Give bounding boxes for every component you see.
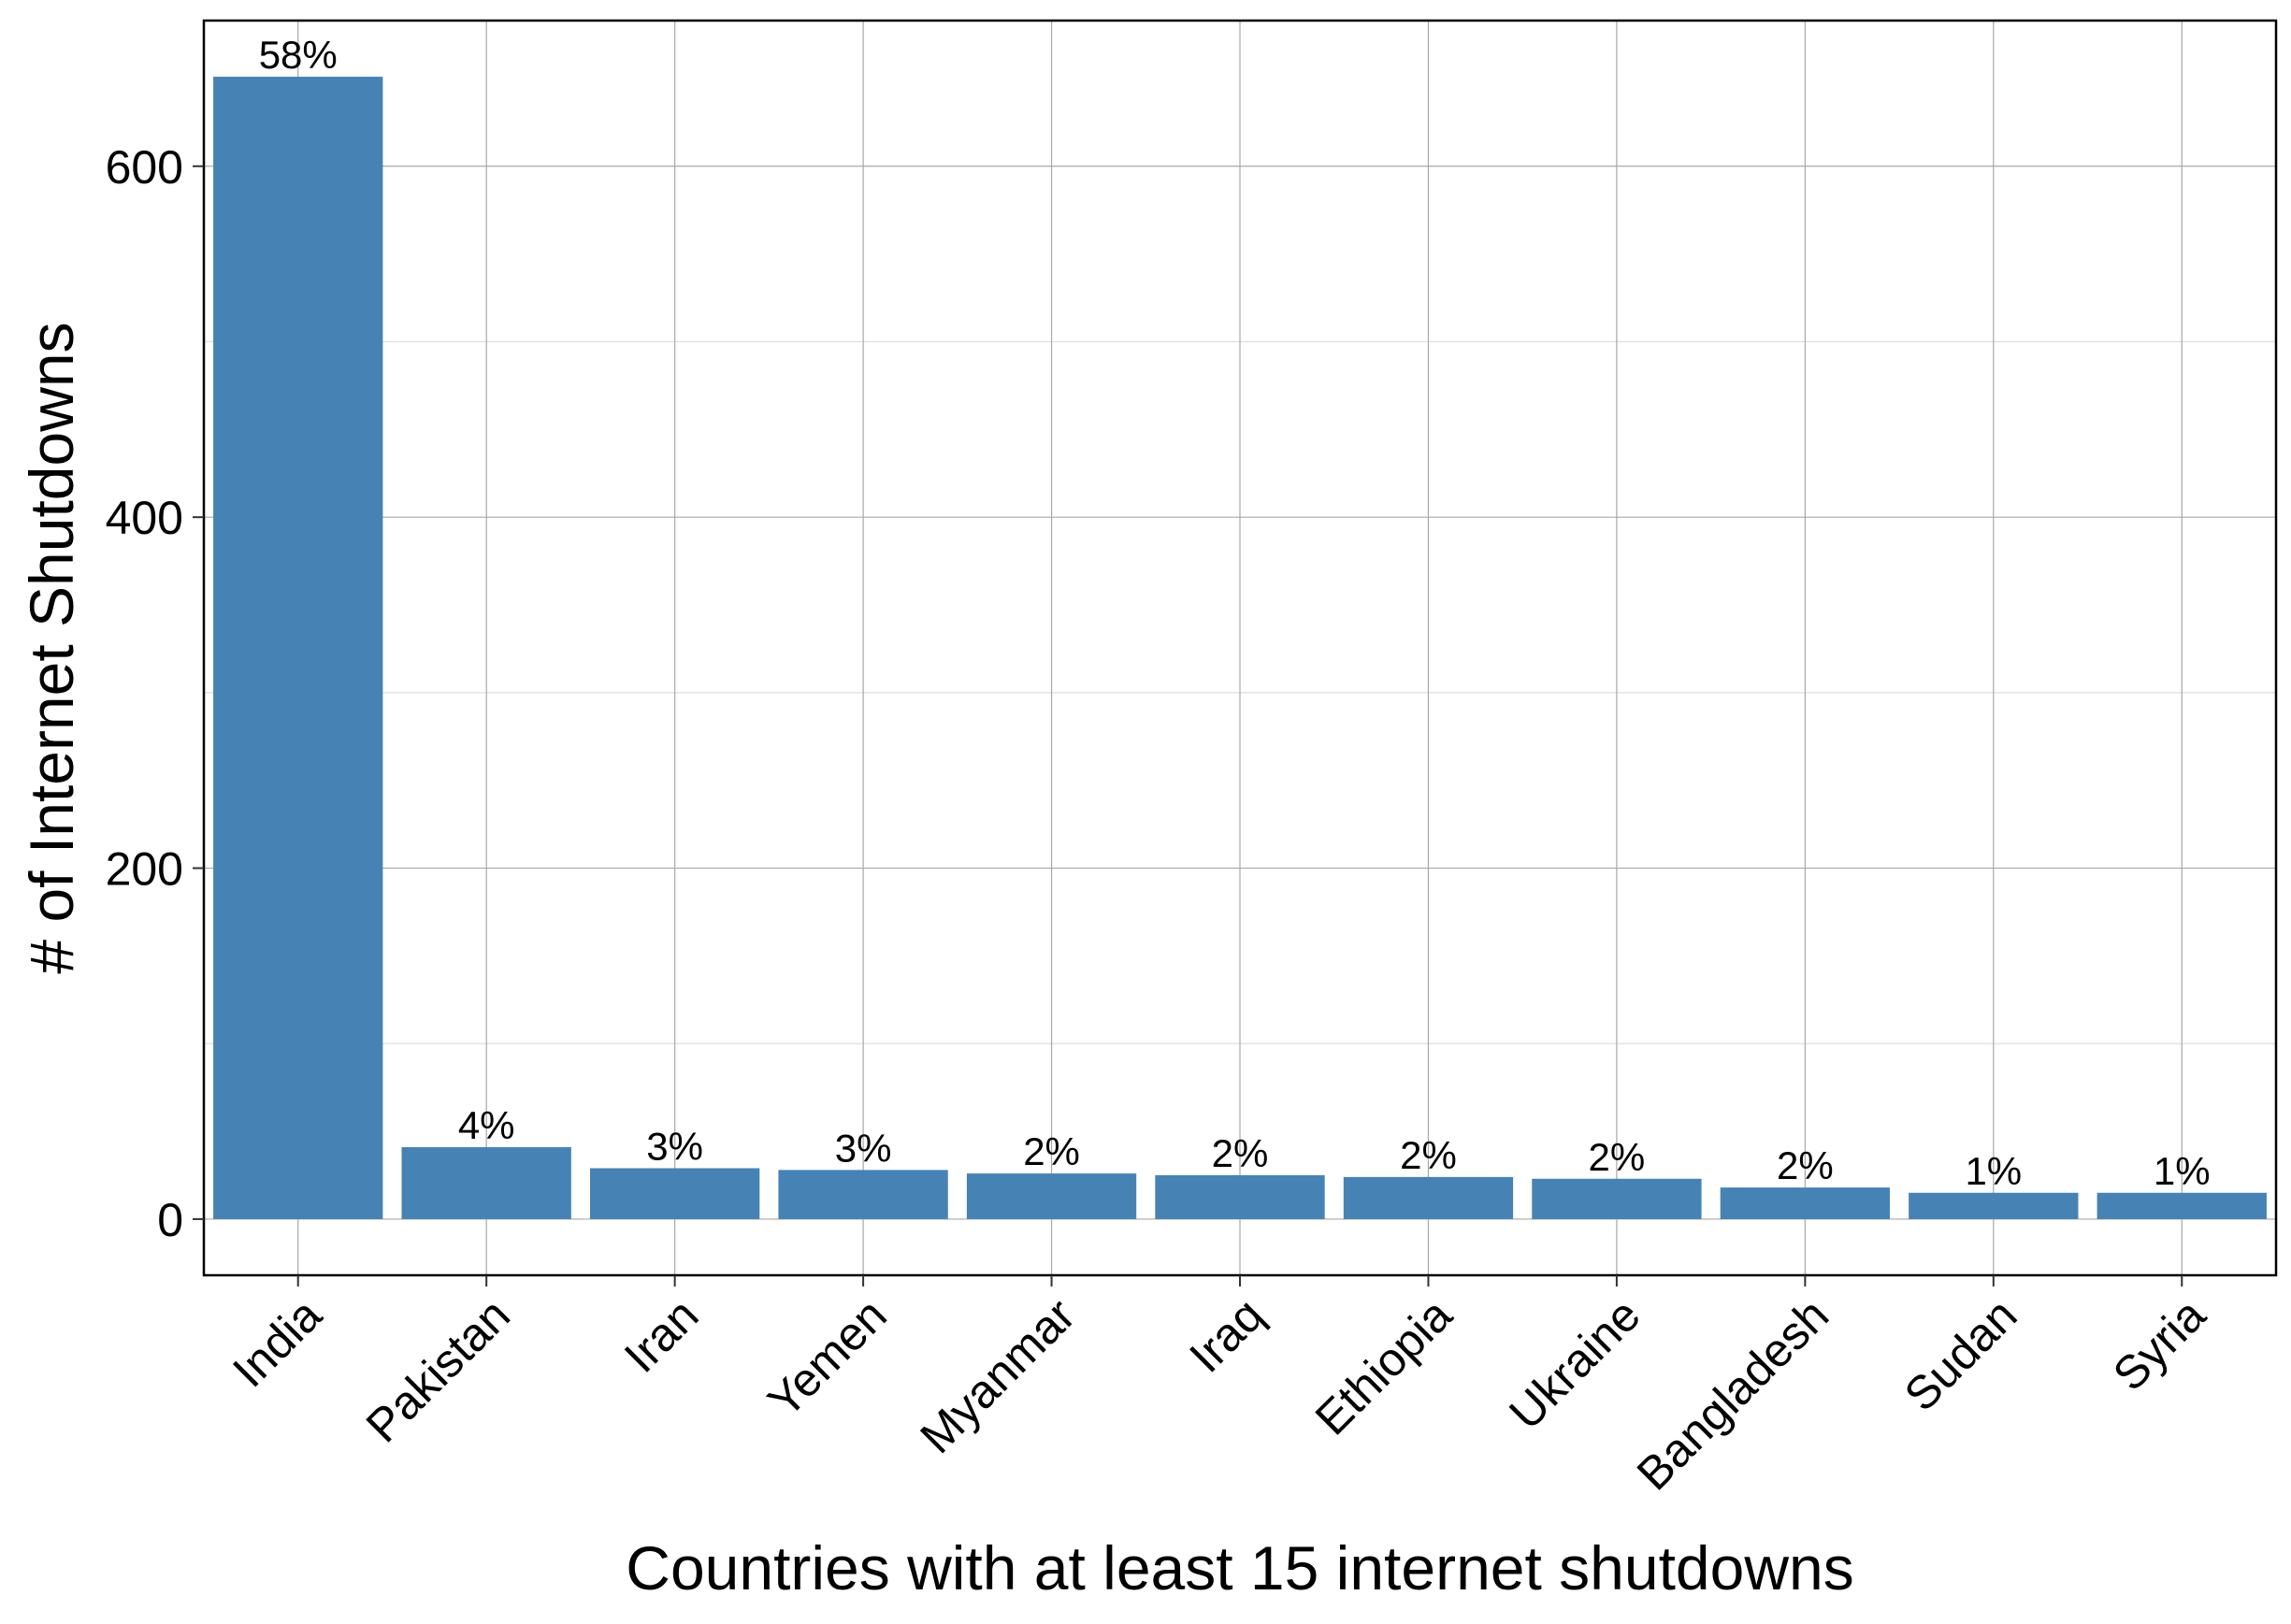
bar-labels: 58% 4% 3% 3% 2% 2% 2% 2% 2% 1% 1% (259, 33, 2211, 1193)
bar-label-syria: 1% (2154, 1149, 2211, 1193)
bar-label-ukraine: 2% (1589, 1135, 1646, 1179)
bar-label-sudan: 1% (1965, 1149, 2022, 1193)
y-tick-label: 200 (106, 843, 183, 896)
bar-bangladesh (1720, 1187, 1891, 1219)
y-axis-title: # of Internet Shutdowns (17, 322, 86, 973)
bar-ethiopia (1343, 1176, 1514, 1219)
y-tick-label: 400 (106, 492, 183, 544)
bars (213, 77, 2267, 1219)
y-tick-label: 0 (157, 1194, 183, 1246)
bar-label-ethiopia: 2% (1400, 1133, 1457, 1177)
x-axis-title: Countries with at least 15 internet shut… (626, 1533, 1853, 1602)
bar-label-bangladesh: 2% (1777, 1143, 1834, 1187)
axis-ticks (193, 165, 2183, 1286)
bar-label-iran: 3% (646, 1125, 703, 1169)
bar-label-iraq: 2% (1212, 1131, 1269, 1175)
bar-india (213, 77, 383, 1219)
bar-yemen (778, 1170, 948, 1219)
bar-syria (2096, 1192, 2267, 1219)
y-tick-labels: 0 200 400 600 (106, 141, 183, 1246)
bar-pakistan (401, 1146, 571, 1219)
bar-label-pakistan: 4% (458, 1103, 515, 1147)
bar-label-myanmar: 2% (1023, 1129, 1080, 1173)
bar-sudan (1909, 1192, 2079, 1219)
bar-iraq (1155, 1175, 1325, 1219)
bar-label-india: 58% (259, 33, 338, 77)
bar-myanmar (966, 1173, 1137, 1219)
bar-iran (589, 1168, 760, 1219)
bar-label-yemen: 3% (835, 1126, 892, 1170)
y-tick-label: 600 (106, 141, 183, 194)
bar-ukraine (1532, 1178, 1702, 1219)
